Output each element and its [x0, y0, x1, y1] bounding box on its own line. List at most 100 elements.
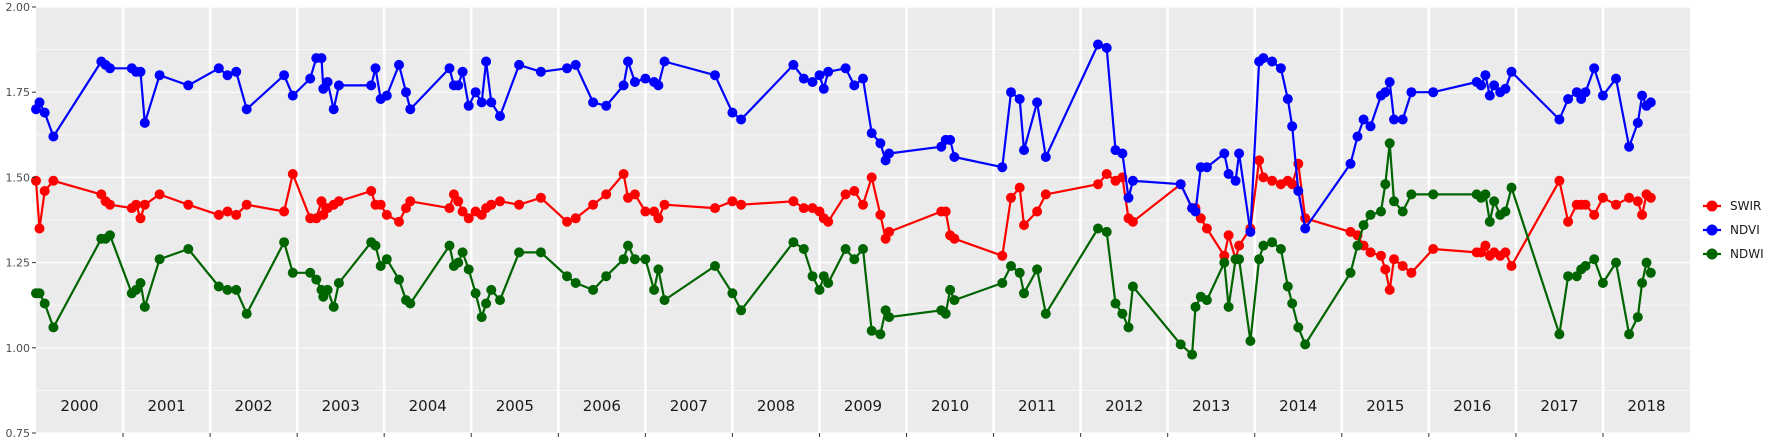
- series-layer: [31, 39, 1656, 360]
- data-point-ndvi: [818, 83, 829, 94]
- data-point-ndvi: [1484, 90, 1495, 101]
- data-point-swir: [618, 169, 629, 179]
- data-point-ndwi: [1110, 298, 1121, 309]
- data-point-ndwi: [1480, 189, 1491, 200]
- data-point-swir: [231, 209, 242, 220]
- data-point-ndvi: [1234, 148, 1245, 159]
- data-point-swir: [34, 223, 45, 234]
- year-label: 2017: [1540, 397, 1578, 415]
- data-point-swir: [659, 199, 670, 210]
- data-point-ndwi: [1267, 237, 1278, 248]
- data-point-ndwi: [535, 247, 546, 258]
- data-point-swir: [1040, 189, 1051, 200]
- data-point-ndwi: [1406, 189, 1417, 200]
- data-point-ndwi: [601, 271, 612, 282]
- data-point-ndwi: [1645, 267, 1656, 278]
- data-point-ndwi: [1032, 264, 1043, 275]
- year-label: 2013: [1192, 397, 1230, 415]
- y-axis: 0.75 1.00 1.25 1.50 1.75 2.00: [6, 1, 36, 440]
- data-point-ndvi: [183, 80, 194, 91]
- data-point-ndvi: [562, 63, 572, 74]
- data-point-ndwi: [1287, 298, 1298, 309]
- data-point-ndvi: [1117, 148, 1128, 159]
- y-tick-label: 1.25: [6, 257, 31, 270]
- data-point-ndvi: [1580, 87, 1591, 98]
- data-point-ndvi: [1287, 121, 1298, 132]
- data-point-ndvi: [1645, 97, 1656, 108]
- data-point-ndwi: [807, 271, 818, 282]
- data-point-ndvi: [840, 63, 851, 74]
- data-point-ndvi: [305, 73, 316, 84]
- data-point-ndvi: [457, 66, 468, 77]
- data-point-ndwi: [1506, 182, 1517, 193]
- data-point-ndwi: [1580, 261, 1591, 271]
- data-point-swir: [39, 186, 50, 196]
- data-point-swir: [1019, 220, 1029, 231]
- data-point-ndvi: [495, 111, 505, 122]
- data-point-ndvi: [1258, 53, 1269, 64]
- data-point-swir: [31, 175, 41, 186]
- data-point-swir: [1480, 240, 1491, 251]
- data-point-ndvi: [135, 66, 146, 77]
- data-point-ndwi: [1123, 322, 1134, 333]
- data-point-ndvi: [1480, 70, 1491, 81]
- data-point-ndwi: [375, 261, 386, 271]
- data-point-ndvi: [1489, 80, 1500, 91]
- data-point-ndvi: [154, 70, 165, 81]
- data-point-ndwi: [949, 295, 960, 306]
- data-point-ndvi: [444, 63, 455, 74]
- data-point-swir: [1127, 216, 1138, 227]
- data-point-swir: [653, 213, 664, 224]
- data-point-ndvi: [1397, 114, 1408, 125]
- data-point-ndvi: [1632, 117, 1643, 128]
- data-point-ndvi: [222, 70, 233, 81]
- data-point-ndvi: [623, 56, 633, 67]
- data-point-ndvi: [1093, 39, 1103, 50]
- data-point-ndwi: [476, 312, 487, 323]
- data-point-ndwi: [1258, 240, 1269, 251]
- data-point-ndvi: [736, 114, 747, 125]
- data-point-ndwi: [1563, 271, 1574, 282]
- data-point-ndvi: [1506, 66, 1517, 77]
- data-point-swir: [457, 206, 468, 217]
- data-point-ndwi: [1190, 301, 1201, 312]
- data-point-swir: [1195, 213, 1206, 224]
- data-point-ndwi: [495, 295, 505, 306]
- data-point-ndvi: [1345, 158, 1356, 169]
- data-point-ndwi: [1300, 339, 1311, 350]
- data-point-ndvi: [1040, 152, 1051, 162]
- data-point-ndvi: [849, 80, 860, 91]
- data-point-ndvi: [807, 77, 818, 87]
- data-point-ndwi: [840, 244, 851, 254]
- data-point-ndvi: [629, 77, 640, 87]
- year-label: 2018: [1627, 397, 1665, 415]
- data-point-ndvi: [1019, 145, 1029, 156]
- data-point-ndwi: [311, 274, 322, 285]
- data-point-ndvi: [727, 107, 738, 118]
- data-point-ndwi: [1223, 301, 1234, 312]
- data-point-ndvi: [476, 97, 487, 108]
- year-label: 2004: [409, 397, 447, 415]
- data-point-swir: [131, 199, 142, 210]
- data-point-swir: [710, 203, 720, 214]
- data-point-ndvi: [1563, 94, 1574, 104]
- data-point-swir: [444, 203, 455, 214]
- year-label: 2007: [670, 397, 708, 415]
- y-tick-label: 1.00: [6, 342, 31, 355]
- data-point-swir: [1624, 192, 1635, 203]
- data-point-ndwi: [1376, 206, 1386, 217]
- data-point-swir: [1376, 250, 1386, 261]
- data-point-swir: [798, 203, 809, 214]
- legend-key-point: [1706, 200, 1718, 212]
- data-point-swir: [601, 189, 612, 200]
- data-point-ndwi: [322, 284, 333, 295]
- data-point-swir: [1611, 199, 1621, 210]
- data-point-ndvi: [618, 80, 629, 91]
- data-point-ndvi: [814, 70, 825, 81]
- legend-item-ndvi: NDVI: [1703, 223, 1760, 237]
- y-tick-label: 2.00: [6, 1, 31, 14]
- data-point-ndvi: [570, 59, 581, 70]
- data-point-swir: [105, 199, 115, 210]
- data-point-ndwi: [328, 301, 339, 312]
- data-point-ndvi: [653, 80, 664, 91]
